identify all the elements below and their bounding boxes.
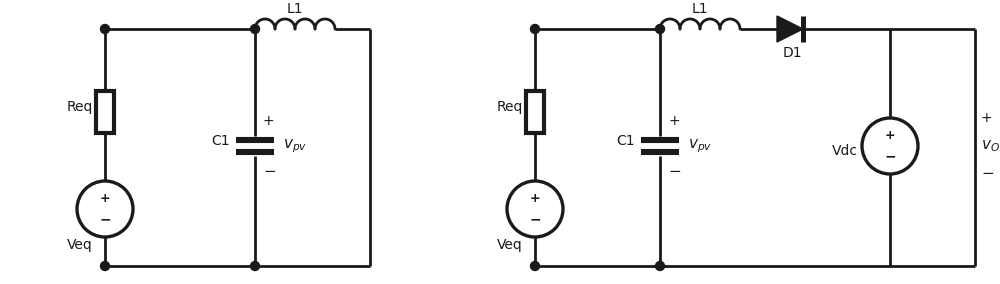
Circle shape [250,262,260,270]
Text: −: − [99,213,111,227]
Text: +: + [530,192,540,205]
Text: $v_{pv}$: $v_{pv}$ [283,137,307,155]
Circle shape [507,181,563,237]
Text: −: − [668,164,681,179]
Text: D1: D1 [782,46,802,60]
Text: C1: C1 [211,134,230,148]
Text: +: + [100,192,110,205]
Text: Veq: Veq [497,238,523,252]
Text: L1: L1 [692,2,708,16]
Text: −: − [884,150,896,164]
Text: $v_{pv}$: $v_{pv}$ [688,137,712,155]
Text: −: − [263,164,276,179]
Bar [96,91,114,133]
Circle shape [530,24,540,34]
Text: C1: C1 [616,134,635,148]
Text: −: − [529,213,541,227]
Text: $v_O$: $v_O$ [981,138,1000,154]
Text: Req: Req [497,100,523,114]
Text: Vdc: Vdc [832,144,858,158]
Circle shape [656,262,664,270]
Polygon shape [777,16,803,42]
Circle shape [100,24,110,34]
Text: L1: L1 [287,2,303,16]
Circle shape [530,262,540,270]
Text: Req: Req [67,100,93,114]
Text: +: + [981,111,993,125]
Circle shape [862,118,918,174]
Circle shape [100,262,110,270]
Text: +: + [263,114,275,128]
Text: Veq: Veq [67,238,93,252]
Text: −: − [981,166,994,181]
Text: +: + [885,129,895,142]
Bar [526,91,544,133]
Text: +: + [668,114,680,128]
Circle shape [250,24,260,34]
Circle shape [77,181,133,237]
Circle shape [656,24,664,34]
